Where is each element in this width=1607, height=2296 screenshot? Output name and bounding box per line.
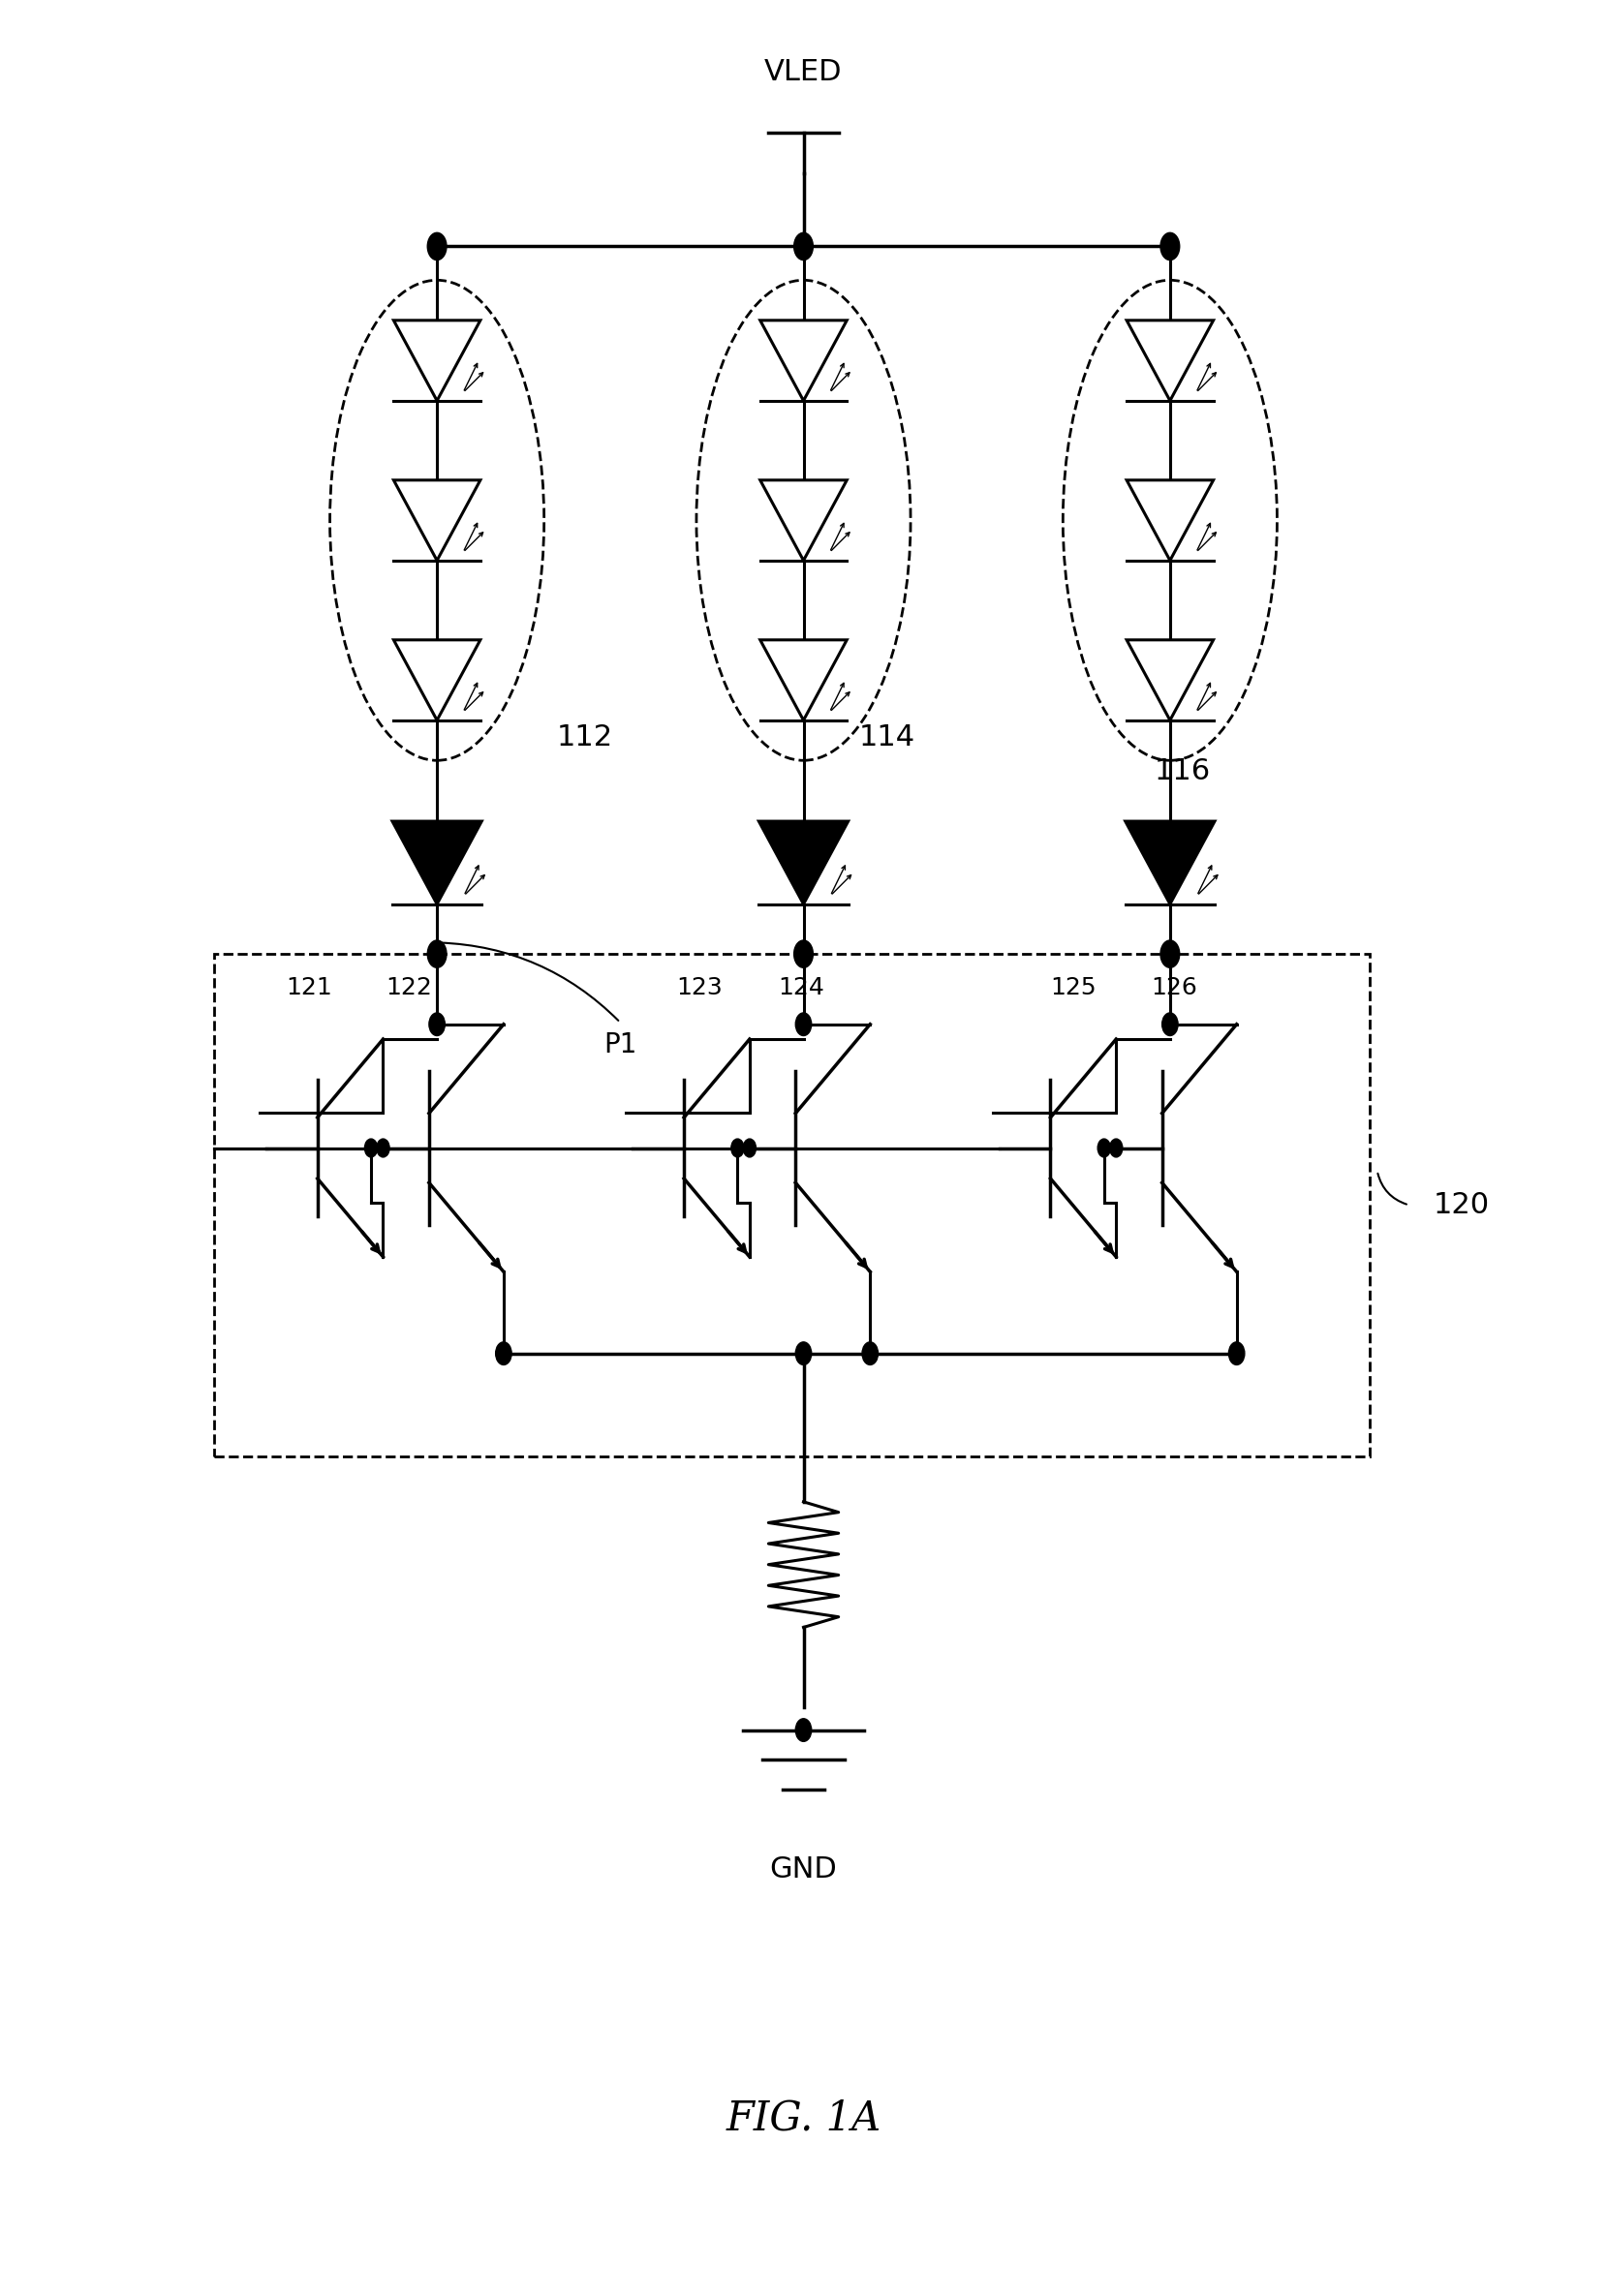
- Polygon shape: [1127, 321, 1213, 402]
- Text: 125: 125: [1051, 976, 1096, 999]
- Circle shape: [794, 232, 813, 259]
- Circle shape: [795, 1720, 812, 1740]
- Text: 120: 120: [1433, 1192, 1490, 1219]
- Circle shape: [495, 1343, 511, 1364]
- Circle shape: [376, 1139, 389, 1157]
- Circle shape: [744, 1139, 755, 1157]
- Polygon shape: [760, 321, 847, 402]
- Polygon shape: [1127, 641, 1213, 721]
- Circle shape: [861, 1343, 877, 1364]
- Polygon shape: [392, 822, 482, 905]
- Circle shape: [427, 941, 447, 967]
- Text: 126: 126: [1151, 976, 1197, 999]
- Circle shape: [795, 1013, 812, 1035]
- Polygon shape: [760, 641, 847, 721]
- Circle shape: [1229, 1343, 1244, 1364]
- Circle shape: [794, 941, 813, 967]
- Polygon shape: [1125, 822, 1215, 905]
- Text: 116: 116: [1154, 758, 1210, 785]
- Circle shape: [1162, 1013, 1178, 1035]
- Text: 112: 112: [556, 723, 612, 751]
- Text: GND: GND: [770, 1855, 837, 1883]
- Circle shape: [1110, 1139, 1123, 1157]
- Polygon shape: [394, 321, 480, 402]
- Text: P1: P1: [604, 1031, 636, 1058]
- Bar: [214, 953, 1369, 1456]
- Text: FIG. 1A: FIG. 1A: [726, 2099, 881, 2138]
- Polygon shape: [394, 641, 480, 721]
- Circle shape: [1098, 1139, 1110, 1157]
- Text: 124: 124: [778, 976, 824, 999]
- Circle shape: [1160, 232, 1180, 259]
- Text: 114: 114: [860, 723, 916, 751]
- Circle shape: [429, 1013, 445, 1035]
- Circle shape: [1160, 941, 1180, 967]
- Polygon shape: [394, 480, 480, 560]
- Text: VLED: VLED: [765, 57, 842, 87]
- Polygon shape: [1127, 480, 1213, 560]
- Circle shape: [427, 232, 447, 259]
- Polygon shape: [760, 480, 847, 560]
- Circle shape: [795, 1343, 812, 1364]
- Circle shape: [365, 1139, 378, 1157]
- Circle shape: [731, 1139, 744, 1157]
- Polygon shape: [759, 822, 848, 905]
- Text: 122: 122: [386, 976, 432, 999]
- Text: 121: 121: [286, 976, 333, 999]
- Text: 123: 123: [677, 976, 722, 999]
